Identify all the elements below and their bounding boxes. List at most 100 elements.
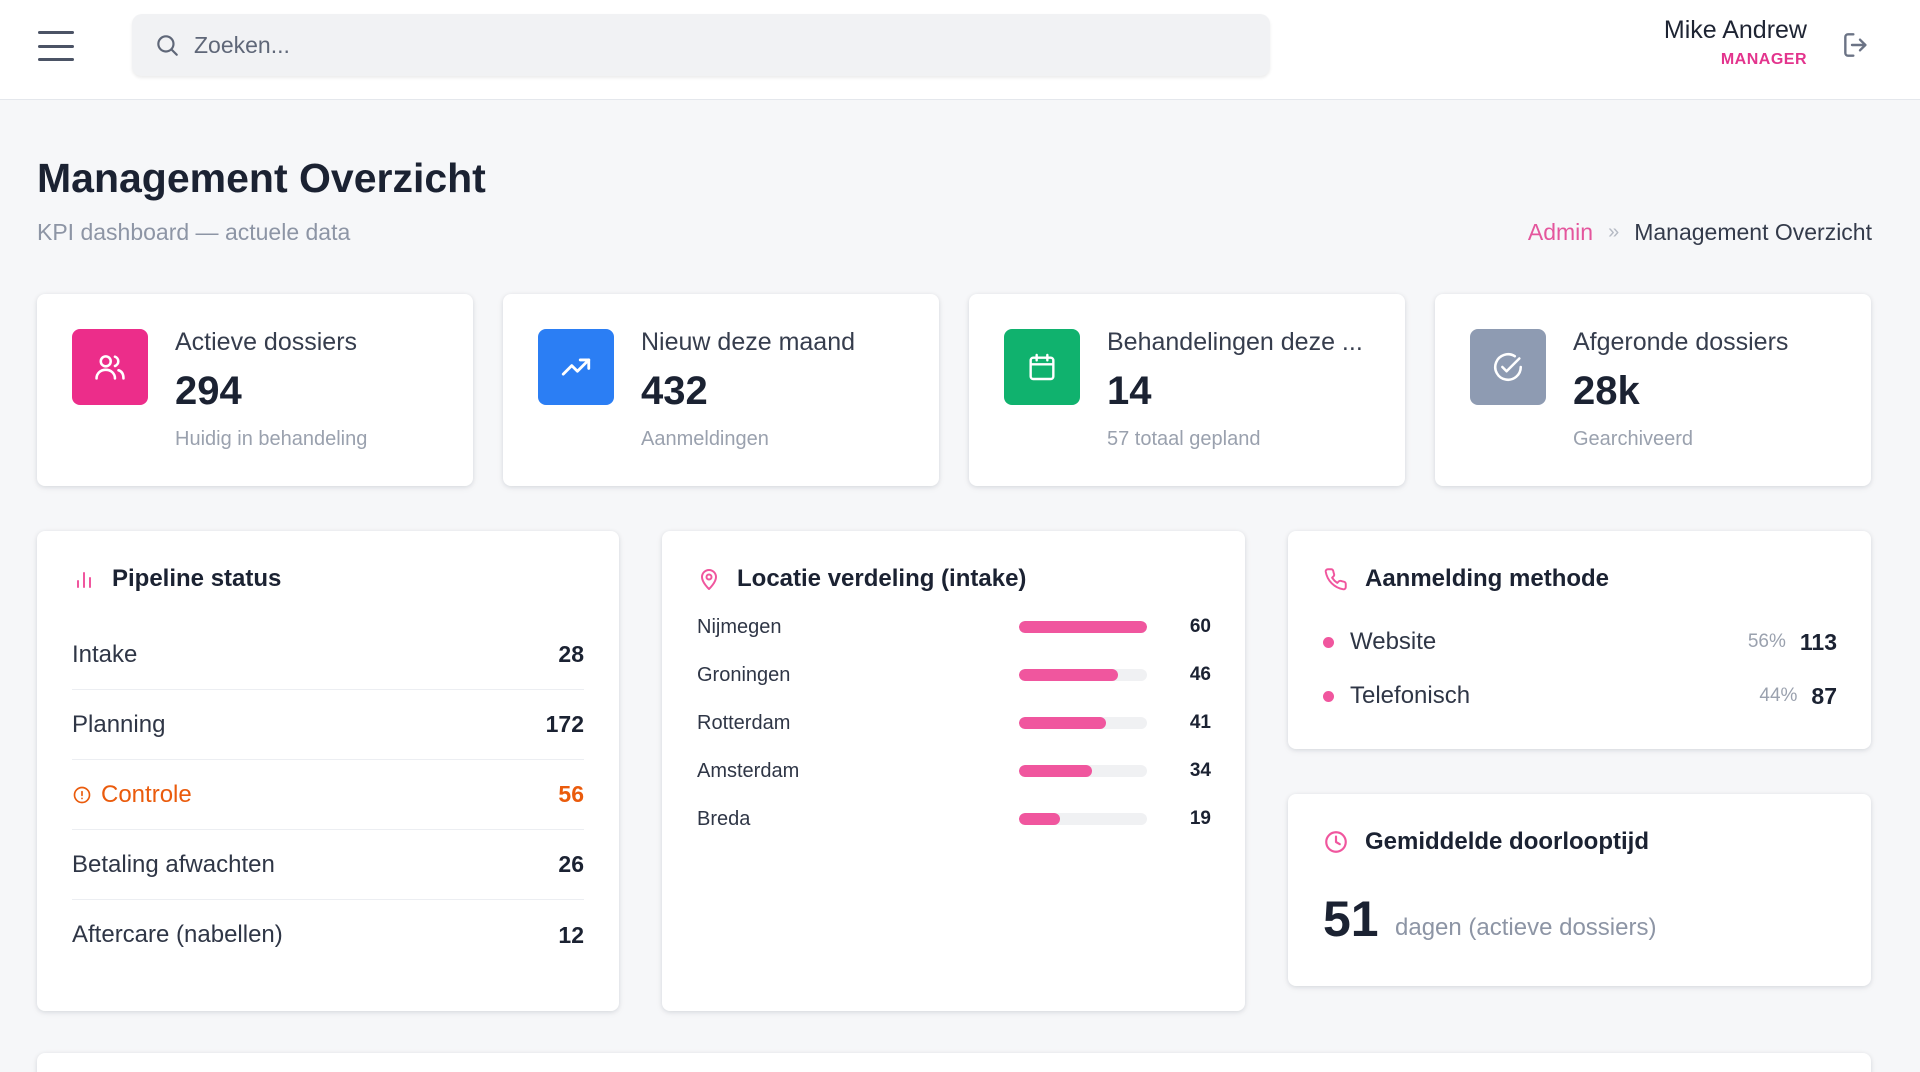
location-title: Locatie verdeling (intake) bbox=[737, 565, 1027, 592]
kpi-value: 432 bbox=[641, 369, 708, 413]
location-value: 41 bbox=[1189, 712, 1211, 733]
pipeline-label: Intake bbox=[72, 640, 138, 668]
card-title: Locatie verdeling (intake) bbox=[697, 565, 1026, 593]
pipeline-row-intake[interactable]: Intake 28 bbox=[72, 620, 584, 690]
kpi-value: 294 bbox=[175, 369, 242, 413]
kpi-card-behandelingen: Behandelingen deze ... 14 57 totaal gepl… bbox=[969, 294, 1405, 486]
phone-icon bbox=[1324, 568, 1347, 591]
clock-icon bbox=[1325, 831, 1347, 853]
kpi-subtext: Aanmeldingen bbox=[641, 428, 769, 450]
lead-time-title: Gemiddelde doorlooptijd bbox=[1365, 828, 1649, 855]
map-pin-icon bbox=[701, 569, 717, 590]
location-row: Nijmegen 60 bbox=[697, 612, 1211, 642]
kpi-card-actieve-dossiers: Actieve dossiers 294 Huidig in behandeli… bbox=[37, 294, 473, 486]
pipeline-label: Aftercare (nabellen) bbox=[72, 921, 283, 948]
kpi-card-afgeronde-dossiers: Afgeronde dossiers 28k Gearchiveerd bbox=[1435, 294, 1871, 486]
users-icon bbox=[72, 329, 148, 405]
legend-dot bbox=[1323, 690, 1334, 702]
method-row-website: Website 56% 113 bbox=[1323, 622, 1837, 662]
pipeline-value: 56 bbox=[558, 781, 584, 807]
location-bar bbox=[1019, 621, 1147, 633]
pipeline-value: 12 bbox=[558, 921, 584, 948]
trending-up-icon bbox=[538, 329, 614, 405]
kpi-value: 14 bbox=[1107, 369, 1152, 413]
pipeline-value: 26 bbox=[558, 851, 584, 877]
location-bar-track bbox=[1019, 813, 1147, 825]
calendar-icon bbox=[1004, 329, 1080, 405]
location-name: Amsterdam bbox=[697, 759, 800, 782]
method-name: Telefonisch bbox=[1350, 682, 1471, 709]
pipeline-label: Controle bbox=[101, 780, 192, 808]
breadcrumb-separator: » bbox=[1608, 221, 1620, 243]
pipeline-title: Pipeline status bbox=[112, 565, 282, 592]
kpi-subtext: 57 totaal gepland bbox=[1107, 428, 1261, 450]
lead-time-card: Gemiddelde doorlooptijd 51 dagen (actiev… bbox=[1288, 794, 1871, 986]
alert-circle-icon bbox=[73, 786, 91, 803]
lead-time-text: dagen (actieve dossiers) bbox=[1395, 914, 1657, 941]
breadcrumb: Admin » Management Overzicht bbox=[1528, 219, 1872, 246]
breadcrumb-current: Management Overzicht bbox=[1634, 219, 1872, 245]
top-bar: Mike Andrew MANAGER bbox=[0, 0, 1920, 100]
location-row: Breda 19 bbox=[697, 804, 1211, 834]
location-value: 60 bbox=[1189, 616, 1211, 637]
menu-icon[interactable] bbox=[38, 31, 74, 61]
search-icon bbox=[157, 35, 178, 56]
check-circle-icon bbox=[1470, 329, 1546, 405]
method-percentage: 56% bbox=[1747, 631, 1786, 652]
pipeline-label: Betaling afwachten bbox=[72, 850, 275, 878]
method-name: Website bbox=[1350, 628, 1437, 655]
pipeline-label-warning: Controle bbox=[72, 781, 192, 809]
location-name: Breda bbox=[697, 807, 751, 830]
search-bar[interactable] bbox=[132, 14, 1270, 76]
user-info[interactable]: Mike Andrew MANAGER bbox=[1664, 16, 1807, 69]
lead-time-value: 51 bbox=[1323, 891, 1379, 947]
logout-icon[interactable] bbox=[1840, 29, 1872, 61]
bottom-card bbox=[37, 1053, 1871, 1072]
location-name: Nijmegen bbox=[697, 615, 782, 638]
method-percentage: 44% bbox=[1759, 685, 1798, 706]
breadcrumb-admin-link[interactable]: Admin bbox=[1527, 219, 1594, 245]
kpi-card-nieuw-deze-maand: Nieuw deze maand 432 Aanmeldingen bbox=[503, 294, 939, 486]
kpi-label: Actieve dossiers bbox=[175, 328, 358, 356]
card-title: Pipeline status bbox=[72, 565, 281, 593]
pipeline-value: 172 bbox=[545, 711, 584, 737]
location-value: 34 bbox=[1189, 760, 1211, 781]
card-title: Aanmelding methode bbox=[1323, 565, 1609, 593]
location-bar-track bbox=[1019, 765, 1147, 777]
location-value: 19 bbox=[1189, 808, 1211, 829]
signup-method-card: Aanmelding methode Website 56% 113 Telef… bbox=[1288, 531, 1871, 749]
user-role: MANAGER bbox=[1720, 51, 1807, 68]
location-bar bbox=[1019, 669, 1118, 681]
location-value: 46 bbox=[1189, 664, 1211, 685]
kpi-label: Behandelingen deze ... bbox=[1107, 328, 1363, 356]
location-bar-track bbox=[1019, 717, 1147, 729]
location-row: Amsterdam 34 bbox=[697, 756, 1211, 786]
method-value: 87 bbox=[1811, 682, 1837, 709]
location-bar bbox=[1019, 765, 1092, 777]
page-subtitle: KPI dashboard — actuele data bbox=[37, 219, 351, 245]
location-bar-track bbox=[1019, 621, 1147, 633]
location-row: Groningen 46 bbox=[697, 660, 1211, 690]
bar-chart-icon bbox=[77, 572, 91, 588]
method-title: Aanmelding methode bbox=[1365, 565, 1610, 592]
location-name: Groningen bbox=[697, 663, 791, 686]
location-row: Rotterdam 41 bbox=[697, 708, 1211, 738]
location-distribution-card: Locatie verdeling (intake) Nijmegen 60 Gro… bbox=[662, 531, 1245, 1011]
location-name: Rotterdam bbox=[697, 711, 791, 734]
pipeline-row-aftercare[interactable]: Aftercare (nabellen) 12 bbox=[72, 900, 584, 970]
method-row-telefonisch: Telefonisch 44% 87 bbox=[1323, 676, 1837, 716]
pipeline-value: 28 bbox=[558, 641, 584, 667]
location-bar-track bbox=[1019, 669, 1147, 681]
search-input[interactable] bbox=[194, 31, 1194, 59]
pipeline-label: Planning bbox=[72, 710, 166, 738]
pipeline-row-controle[interactable]: Controle 56 bbox=[72, 760, 584, 830]
kpi-label: Afgeronde dossiers bbox=[1573, 328, 1789, 356]
pipeline-row-betaling[interactable]: Betaling afwachten 26 bbox=[72, 830, 584, 900]
user-name: Mike Andrew bbox=[1663, 16, 1807, 44]
kpi-subtext: Gearchiveerd bbox=[1573, 428, 1694, 450]
method-value: 113 bbox=[1799, 628, 1837, 655]
page-title: Management Overzicht bbox=[37, 155, 486, 201]
pipeline-row-planning[interactable]: Planning 172 bbox=[72, 690, 584, 760]
card-title: Gemiddelde doorlooptijd bbox=[1323, 828, 1649, 856]
pipeline-status-card: Pipeline status Intake 28 Planning 172 C… bbox=[37, 531, 619, 1011]
